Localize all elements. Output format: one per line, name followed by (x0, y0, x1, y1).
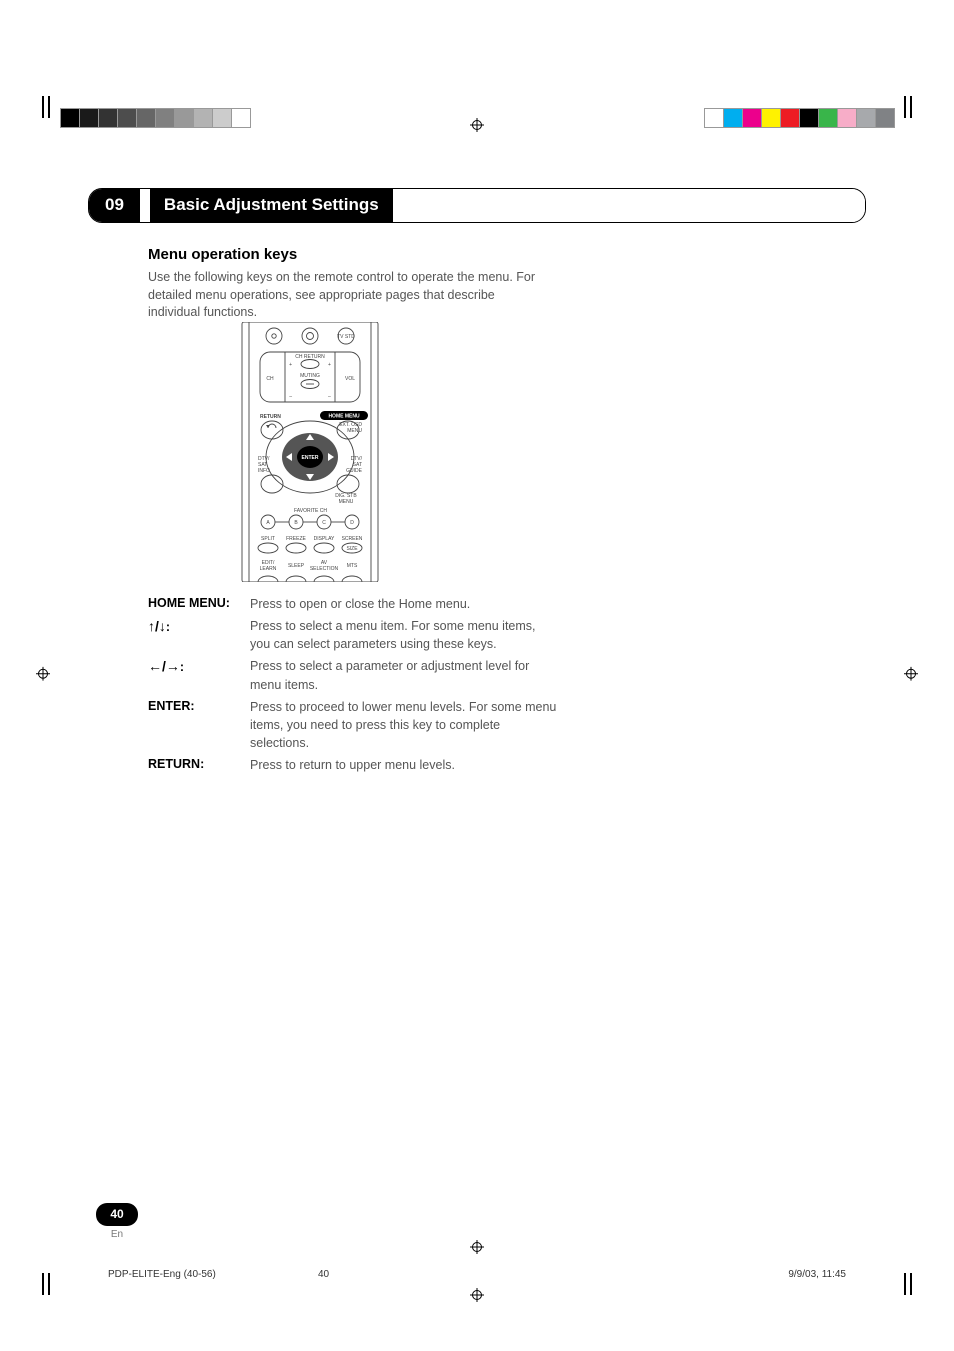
definition-term: ENTER: (148, 698, 250, 752)
chapter-title: Basic Adjustment Settings (150, 189, 393, 222)
svg-text:MTS: MTS (347, 563, 358, 569)
svg-text:D: D (350, 520, 354, 526)
definition-body: Press to proceed to lower menu levels. F… (250, 698, 558, 752)
swatch (704, 108, 724, 128)
swatch (231, 108, 251, 128)
registration-mark-bottom (470, 1240, 484, 1259)
svg-text:B: B (294, 520, 298, 526)
swatch (723, 108, 743, 128)
definition-term: ↑/↓: (148, 617, 250, 653)
svg-text:GUIDE: GUIDE (346, 468, 363, 474)
page-number: 40 (96, 1203, 138, 1225)
svg-text:DISPLAY: DISPLAY (314, 536, 335, 542)
svg-text:SCREEN: SCREEN (342, 536, 363, 542)
print-swatches-left (60, 108, 250, 130)
registration-mark-left (36, 666, 50, 685)
svg-text:C: C (322, 520, 326, 526)
crop-tick (904, 96, 906, 118)
print-swatches-right (704, 108, 894, 130)
svg-text:INFO: INFO (258, 468, 270, 474)
registration-mark-footer (470, 1288, 484, 1307)
crop-tick (904, 1273, 906, 1295)
crop-tick (910, 96, 912, 118)
crop-tick (910, 1273, 912, 1295)
svg-text:MENU: MENU (347, 428, 362, 434)
svg-text:A: A (266, 520, 270, 526)
ch-label: CH (266, 376, 274, 382)
svg-text:SELECTION: SELECTION (310, 566, 339, 572)
svg-text:–: – (328, 394, 331, 400)
swatch (212, 108, 232, 128)
svg-text:LEARN: LEARN (260, 566, 277, 572)
definition-row: ENTER:Press to proceed to lower menu lev… (148, 698, 558, 752)
svg-text:SLEEP: SLEEP (288, 563, 305, 569)
definition-row: ↑/↓:Press to select a menu item. For som… (148, 617, 558, 653)
swatch (79, 108, 99, 128)
definition-body: Press to select a parameter or adjustmen… (250, 657, 558, 693)
section-body: Use the following keys on the remote con… (148, 269, 548, 322)
slug-left: PDP-ELITE-Eng (40-56) (108, 1268, 216, 1282)
vol-label: VOL (345, 376, 355, 382)
svg-text:SIZE: SIZE (346, 546, 358, 552)
swatch (818, 108, 838, 128)
slug-center: 40 (318, 1268, 329, 1282)
svg-text:–: – (289, 394, 292, 400)
definition-row: RETURN:Press to return to upper menu lev… (148, 756, 558, 774)
chapter-number: 09 (89, 189, 140, 222)
swatch (856, 108, 876, 128)
favorite-ch-label: FAVORITE CH (294, 508, 327, 514)
definition-term: HOME MENU: (148, 595, 250, 613)
swatch (117, 108, 137, 128)
home-menu-label: HOME MENU (328, 414, 360, 420)
tv-std-label: TV STD (337, 334, 355, 340)
muting-label: MUTING (300, 373, 320, 379)
swatch (155, 108, 175, 128)
svg-text:+: + (289, 362, 292, 368)
enter-label: ENTER (302, 455, 319, 461)
remote-illustration: .s{stroke:#444;stroke-width:0.9;fill:non… (230, 322, 390, 587)
definition-body: Press to return to upper menu levels. (250, 756, 558, 774)
svg-text:+: + (328, 362, 331, 368)
definition-term: RETURN: (148, 756, 250, 774)
crop-tick (42, 96, 44, 118)
crop-tick (48, 96, 50, 118)
definition-row: ←/→:Press to select a parameter or adjus… (148, 657, 558, 693)
svg-text:MENU: MENU (339, 499, 354, 505)
page-lang: En (96, 1228, 138, 1242)
swatch (837, 108, 857, 128)
slug-right: 9/9/03, 11:45 (788, 1268, 846, 1282)
swatch (780, 108, 800, 128)
svg-text:SPLIT: SPLIT (261, 536, 275, 542)
definition-term: ←/→: (148, 657, 250, 693)
swatch (799, 108, 819, 128)
section-heading: Menu operation keys (148, 245, 548, 265)
definition-body: Press to select a menu item. For some me… (250, 617, 558, 653)
return-label: RETURN (260, 414, 281, 420)
swatch (136, 108, 156, 128)
definition-body: Press to open or close the Home menu. (250, 595, 558, 613)
page-number-block: 40 En (96, 1203, 138, 1241)
swatch (761, 108, 781, 128)
definition-list: HOME MENU:Press to open or close the Hom… (148, 595, 558, 778)
print-slugline: PDP-ELITE-Eng (40-56) 40 9/9/03, 11:45 (108, 1268, 846, 1282)
crop-tick (42, 1273, 44, 1295)
page-root: 09 Basic Adjustment Settings Menu operat… (0, 0, 954, 1351)
swatch (60, 108, 80, 128)
swatch (174, 108, 194, 128)
registration-mark-top (470, 118, 484, 137)
section-block: Menu operation keys Use the following ke… (148, 245, 548, 322)
swatch (193, 108, 213, 128)
chapter-header: 09 Basic Adjustment Settings (88, 188, 866, 223)
swatch (742, 108, 762, 128)
definition-row: HOME MENU:Press to open or close the Hom… (148, 595, 558, 613)
swatch (875, 108, 895, 128)
registration-mark-right (904, 666, 918, 685)
swatch (98, 108, 118, 128)
svg-text:FREEZE: FREEZE (286, 536, 306, 542)
crop-tick (48, 1273, 50, 1295)
